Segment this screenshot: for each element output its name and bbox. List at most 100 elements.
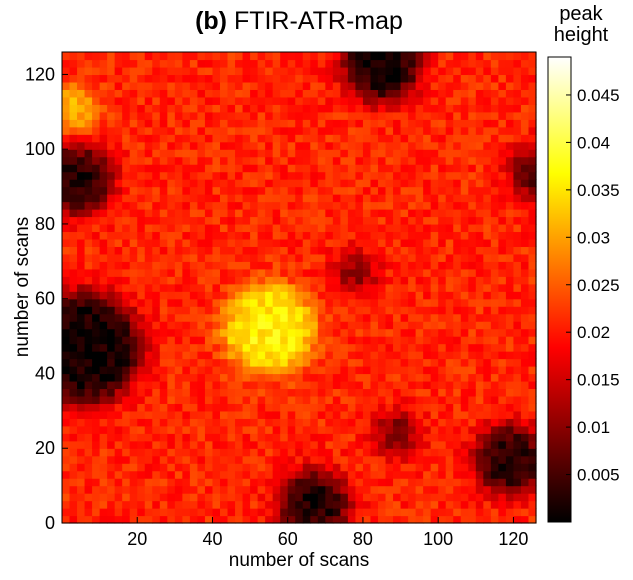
heatmap-cell	[310, 440, 319, 449]
heatmap-cell	[144, 261, 153, 270]
heatmap-cell	[438, 126, 447, 135]
heatmap-cell	[408, 156, 417, 165]
heatmap-cell	[99, 306, 108, 315]
heatmap-cell	[520, 186, 530, 195]
heatmap-cell	[362, 336, 372, 345]
heatmap-cell	[400, 179, 409, 188]
heatmap-cell	[430, 380, 439, 390]
heatmap-cell	[227, 201, 236, 210]
heatmap-cell	[445, 403, 454, 412]
heatmap-cell	[325, 508, 334, 517]
heatmap-cell	[310, 388, 319, 397]
heatmap-cell	[189, 134, 199, 143]
heatmap-cell	[107, 283, 116, 292]
heatmap-cell	[340, 52, 349, 61]
heatmap-cell	[62, 395, 71, 404]
heatmap-cell	[332, 306, 341, 315]
heatmap-cell	[272, 380, 281, 390]
heatmap-cell	[400, 500, 409, 509]
heatmap-cell	[317, 149, 326, 158]
heatmap-cell	[250, 433, 259, 442]
heatmap-cell	[84, 89, 93, 98]
heatmap-cell	[347, 418, 357, 427]
heatmap-cell	[235, 470, 244, 479]
heatmap-cell	[528, 321, 537, 330]
heatmap-cell	[370, 291, 379, 300]
heatmap-cell	[250, 231, 259, 240]
heatmap-cell	[167, 171, 176, 180]
heatmap-cell	[340, 186, 349, 195]
heatmap-cell	[445, 425, 454, 434]
heatmap-cell	[204, 81, 214, 90]
heatmap-cell	[77, 201, 86, 210]
heatmap-cell	[520, 313, 530, 322]
heatmap-cell	[317, 104, 326, 113]
heatmap-cell	[295, 358, 304, 367]
heatmap-cell	[445, 358, 454, 367]
heatmap-cell	[287, 448, 296, 457]
heatmap-cell	[498, 515, 507, 524]
heatmap-cell	[408, 126, 417, 135]
heatmap-cell	[129, 283, 138, 292]
heatmap-cell	[347, 463, 357, 472]
heatmap-cell	[144, 96, 153, 105]
heatmap-cell	[92, 313, 101, 322]
heatmap-cell	[445, 373, 454, 382]
heatmap-cell	[62, 223, 71, 233]
heatmap-cell	[362, 111, 372, 120]
heatmap-cell	[490, 418, 499, 427]
heatmap-cell	[513, 81, 522, 90]
heatmap-cell	[287, 485, 296, 494]
heatmap-cell	[144, 223, 153, 233]
heatmap-cell	[302, 328, 311, 337]
heatmap-cell	[122, 59, 131, 68]
heatmap-cell	[69, 201, 78, 210]
heatmap-cell	[152, 216, 161, 225]
heatmap-cell	[295, 321, 304, 330]
heatmap-cell	[423, 351, 432, 360]
heatmap-cell	[287, 440, 296, 449]
heatmap-cell	[400, 351, 409, 360]
heatmap-cell	[129, 89, 138, 98]
heatmap-cell	[265, 508, 274, 517]
heatmap-cell	[92, 104, 101, 113]
heatmap-cell	[204, 515, 214, 524]
heatmap-cell	[475, 291, 484, 300]
heatmap-cell	[137, 440, 146, 449]
heatmap-cell	[265, 96, 274, 105]
heatmap-cell	[84, 164, 93, 173]
heatmap-cell	[77, 59, 86, 68]
heatmap-cell	[317, 358, 326, 367]
heatmap-cell	[129, 478, 138, 487]
heatmap-cell	[174, 395, 183, 404]
heatmap-cell	[475, 470, 484, 479]
heatmap-cell	[408, 500, 417, 509]
heatmap-cell	[340, 358, 349, 367]
heatmap-cell	[227, 306, 236, 315]
heatmap-cell	[114, 268, 123, 277]
heatmap-cell	[370, 508, 379, 517]
heatmap-cell	[340, 321, 349, 330]
heatmap-cell	[265, 298, 274, 307]
heatmap-cell	[325, 96, 334, 105]
heatmap-cell	[220, 321, 229, 330]
heatmap-cell	[197, 126, 206, 135]
heatmap-cell	[393, 66, 402, 76]
heatmap-cell	[520, 440, 530, 449]
heatmap-cell	[77, 366, 86, 375]
heatmap-cell	[84, 59, 93, 68]
heatmap-cell	[408, 328, 417, 337]
heatmap-cell	[362, 410, 372, 419]
heatmap-cell	[265, 328, 274, 337]
heatmap-cell	[107, 395, 116, 404]
heatmap-cell	[332, 186, 341, 195]
heatmap-cell	[317, 336, 326, 345]
heatmap-cell	[325, 276, 334, 285]
heatmap-cell	[355, 485, 364, 494]
heatmap-cell	[362, 149, 372, 158]
heatmap-cell	[272, 493, 281, 502]
heatmap-cell	[415, 134, 424, 143]
heatmap-cell	[235, 283, 244, 292]
heatmap-cell	[144, 410, 153, 419]
heatmap-cell	[468, 395, 477, 404]
